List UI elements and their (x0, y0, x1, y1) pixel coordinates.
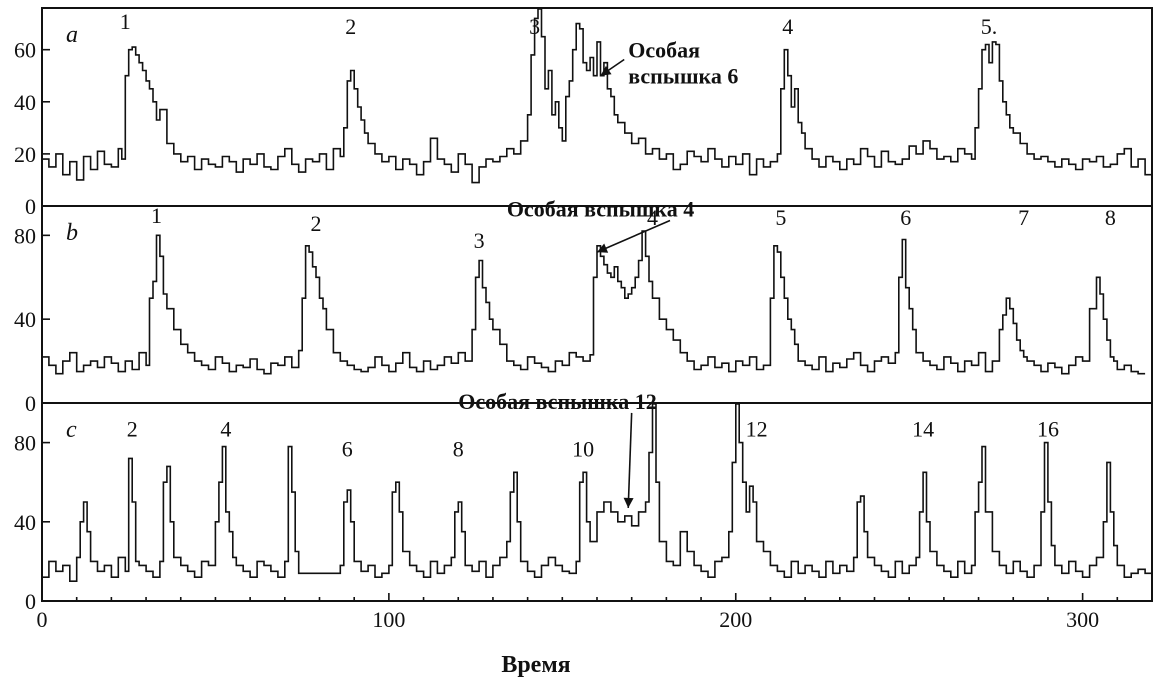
y-tick-label: 0 (25, 391, 36, 416)
peak-label: 8 (453, 436, 464, 461)
annotation-text: вспышка 6 (628, 64, 738, 89)
panel-b: b 0 40 80 1 2 3 4 5 6 7 8 Особая вспышка 4 (14, 196, 1146, 416)
y-tick-label: 80 (14, 223, 36, 248)
arrow-head (600, 65, 612, 76)
y-tick-label: 80 (14, 431, 36, 456)
peak-label: 5 (775, 205, 786, 230)
peak-label: 10 (572, 436, 594, 461)
series-line (42, 230, 1146, 375)
annotation-text: Особая вспышка 12 (458, 389, 656, 414)
x-tick-label: 200 (719, 607, 752, 632)
peak-label: 6 (342, 436, 353, 461)
y-tick-label: 20 (14, 142, 36, 167)
peak-label: 2 (127, 417, 138, 442)
y-tick-label: 40 (14, 90, 36, 115)
peak-label: 4 (782, 14, 793, 39)
plot-frame (41, 7, 1153, 602)
peak-label: 7 (1018, 205, 1029, 230)
peak-label: 2 (345, 14, 356, 39)
peak-label: 4 (220, 417, 231, 442)
x-tick-label: 0 (37, 607, 48, 632)
peak-label: 4 (647, 205, 658, 230)
peak-label: 14 (912, 417, 934, 442)
y-tick-label: 0 (25, 194, 36, 219)
peak-label: 12 (746, 417, 768, 442)
x-axis-label: Время (501, 652, 570, 678)
y-tick-label: 0 (25, 589, 36, 614)
y-tick-label: 40 (14, 510, 36, 535)
peak-label: 3 (529, 14, 540, 39)
x-tick-label: 300 (1066, 607, 1099, 632)
series-line (42, 8, 1153, 184)
panel-letter: a (66, 22, 78, 48)
annotation-arrow (596, 219, 671, 253)
y-tick-label: 60 (14, 38, 36, 63)
peak-label: 1 (151, 203, 162, 228)
annotation-text: Особая вспышка 4 (507, 196, 694, 221)
panel-letter: c (66, 417, 77, 443)
arrow-head (597, 243, 609, 253)
series-line (42, 403, 1152, 582)
peak-label: 16 (1037, 417, 1059, 442)
peak-label: 5. (981, 14, 998, 39)
panel-letter: b (66, 220, 78, 246)
peak-label: 2 (311, 211, 322, 236)
y-tick-label: 40 (14, 307, 36, 332)
arrow-head (623, 497, 634, 508)
panel-c: c 0 40 80 2 4 6 8 10 12 14 16 Особая вспышка 12 (14, 389, 1152, 614)
peak-label: 6 (900, 205, 911, 230)
peak-label: 8 (1105, 205, 1116, 230)
annotation-arrow (627, 412, 633, 508)
annotation-text: Особая (628, 38, 700, 63)
x-tick-label: 100 (372, 607, 405, 632)
peak-label: 1 (120, 9, 131, 34)
peak-label: 3 (474, 228, 485, 253)
x-axis: 0 100 200 300 (37, 593, 1119, 632)
